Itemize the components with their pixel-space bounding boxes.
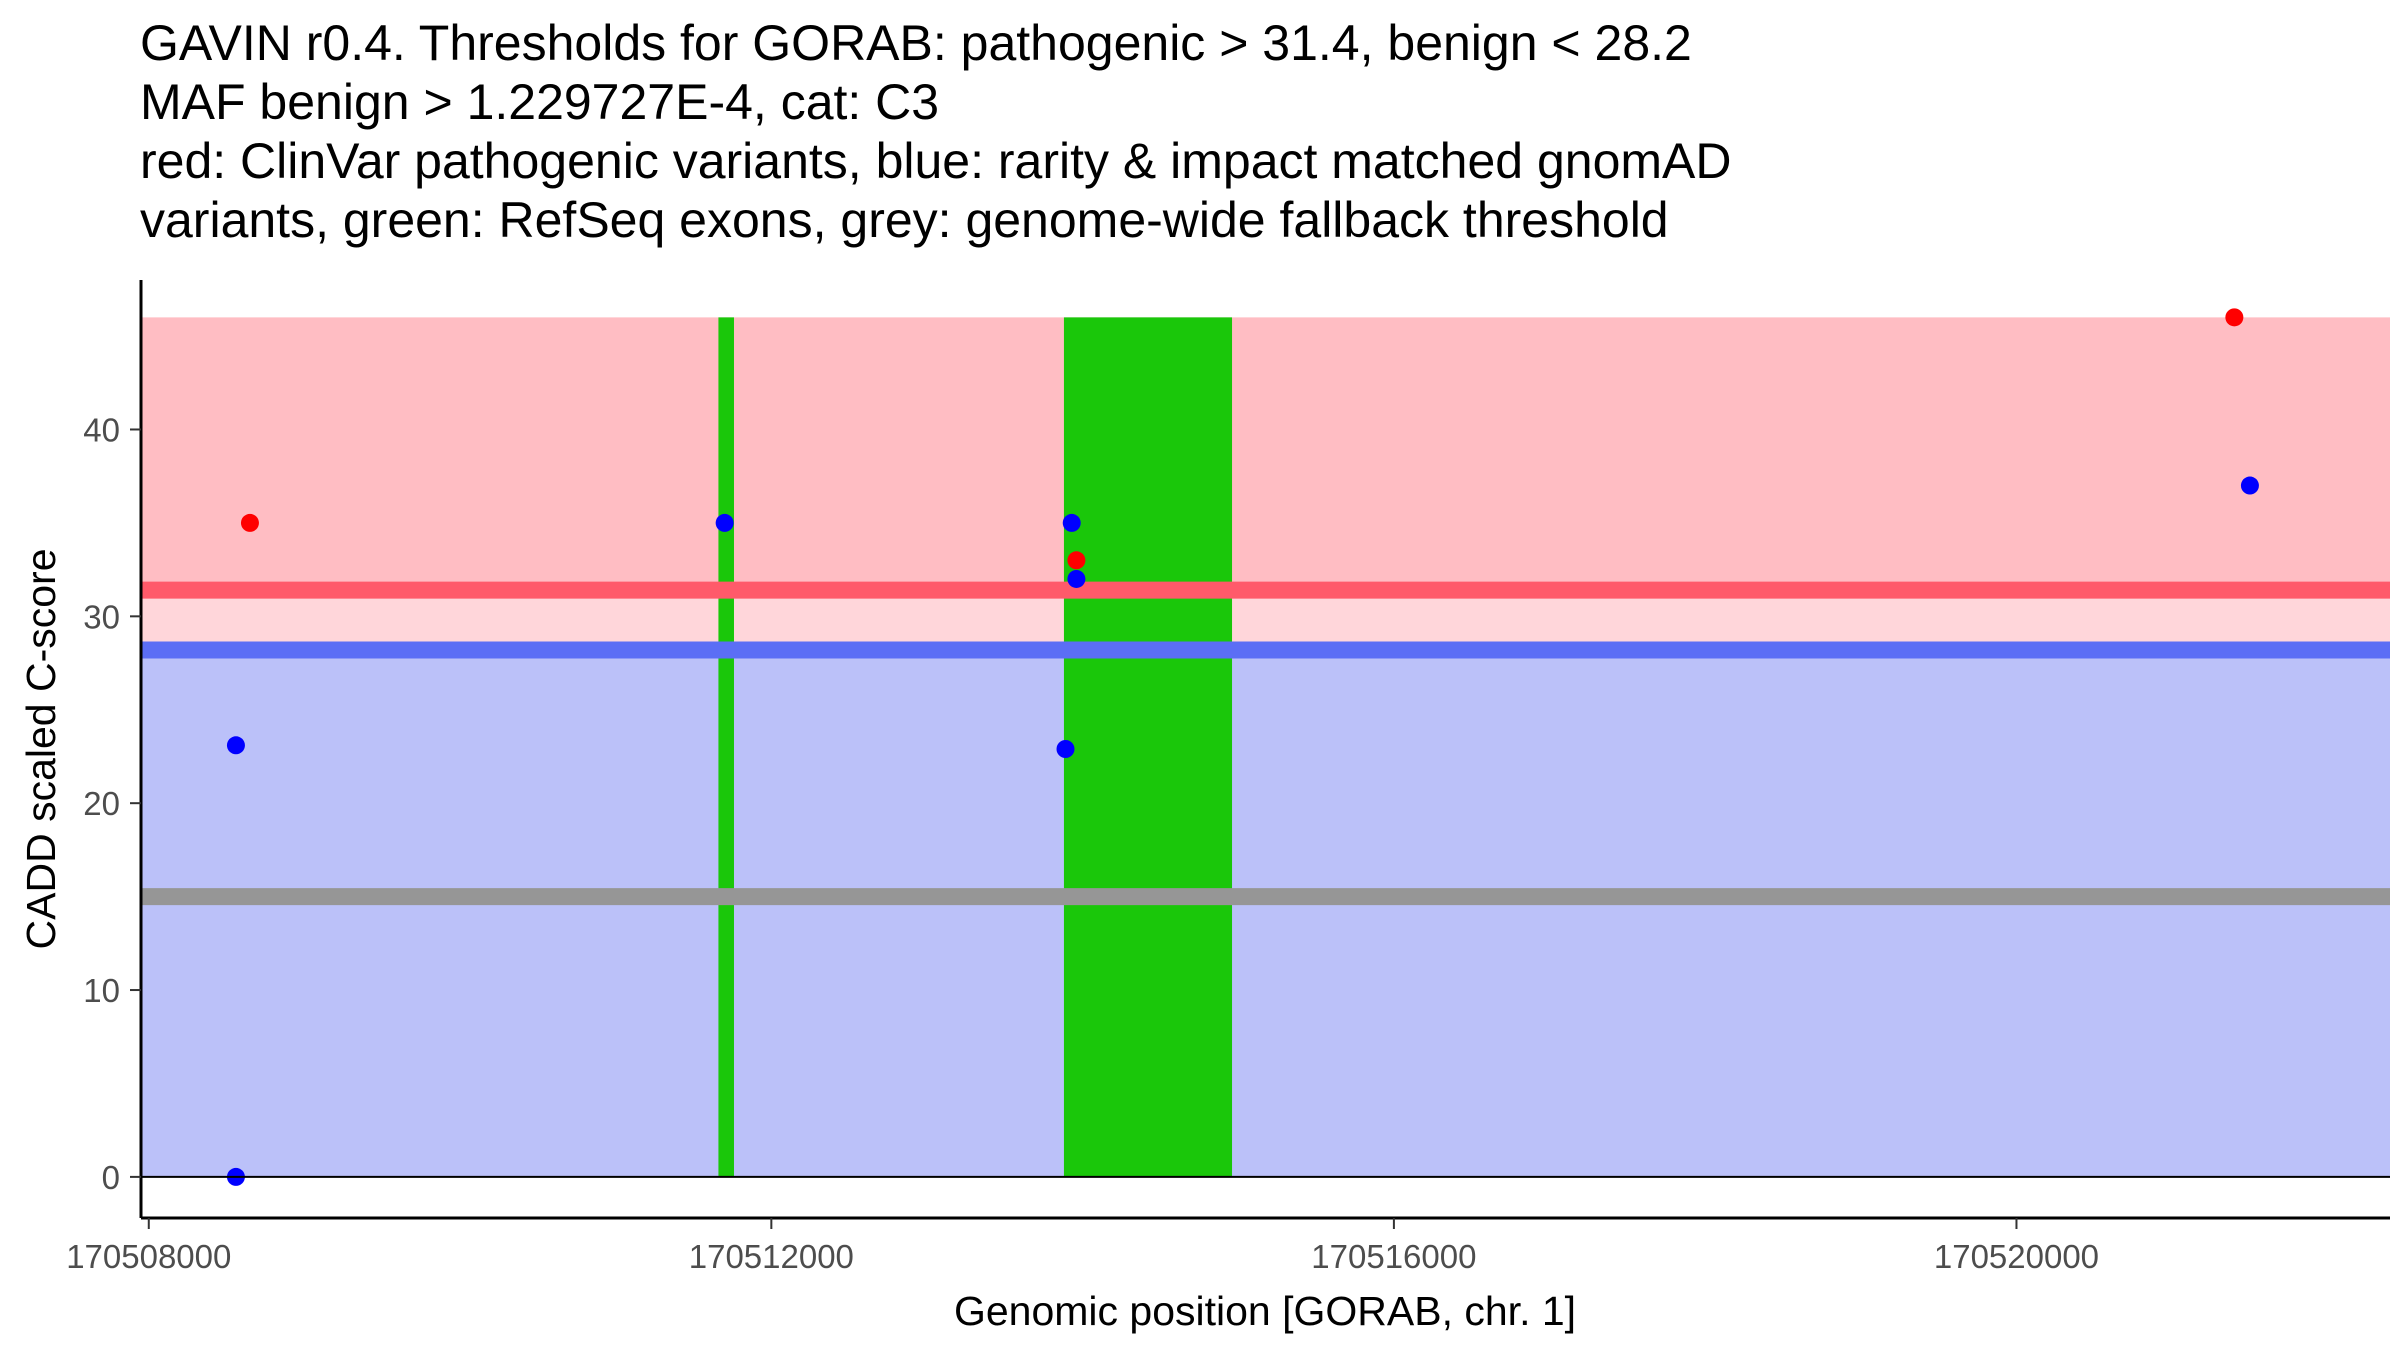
gnomad-point-5 [1067, 569, 1086, 588]
exon-band-1 [718, 317, 734, 1177]
y-tick-label-20: 20 [83, 785, 120, 822]
y-axis-ticks: 0 10 20 30 40 [83, 411, 141, 1196]
threshold-lines [141, 581, 2390, 906]
x-axis-label: Genomic position [GORAB, chr. 1] [954, 1288, 1576, 1334]
gnomad-point-6 [1056, 740, 1075, 758]
threshold-zones [141, 317, 2390, 1177]
chart-title-line-4: variants, green: RefSeq exons, grey: gen… [140, 192, 1669, 248]
y-tick-label-30: 30 [83, 598, 120, 635]
pathogenic-zone [141, 317, 2390, 591]
x-tick-label-3: 170516000 [1311, 1238, 1476, 1275]
clinvar-point-3 [2225, 308, 2244, 327]
gnomad-point-3 [715, 513, 734, 532]
x-tick-label-1: 170508000 [66, 1238, 231, 1275]
chart-title-line-1: GAVIN r0.4. Thresholds for GORAB: pathog… [140, 15, 1692, 71]
between-zone [141, 590, 2390, 650]
gnomad-point-4 [1062, 513, 1081, 532]
data-points [226, 308, 2259, 1186]
chart-title-line-2: MAF benign > 1.229727E-4, cat: C3 [140, 74, 940, 130]
gnomad-point-1 [226, 736, 245, 755]
chart-title-line-3: red: ClinVar pathogenic variants, blue: … [140, 133, 1732, 189]
x-tick-label-2: 170512000 [689, 1238, 854, 1275]
y-tick-label-0: 0 [102, 1159, 120, 1196]
y-axis-label: CADD scaled C-score [18, 549, 64, 950]
x-axis-ticks: 170508000 170512000 170516000 170520000 [66, 1218, 2099, 1275]
clinvar-point-1 [240, 513, 259, 532]
y-tick-label-40: 40 [83, 411, 120, 448]
benign-zone [141, 649, 2390, 1177]
y-tick-label-10: 10 [83, 972, 120, 1009]
exon-band-2 [1063, 317, 1233, 1177]
clinvar-point-2 [1067, 551, 1086, 570]
gnomad-point-7 [2240, 476, 2259, 495]
chart-title: GAVIN r0.4. Thresholds for GORAB: pathog… [140, 14, 2380, 250]
exon-bands [718, 317, 1233, 1177]
x-tick-label-4: 170520000 [1934, 1238, 2099, 1275]
